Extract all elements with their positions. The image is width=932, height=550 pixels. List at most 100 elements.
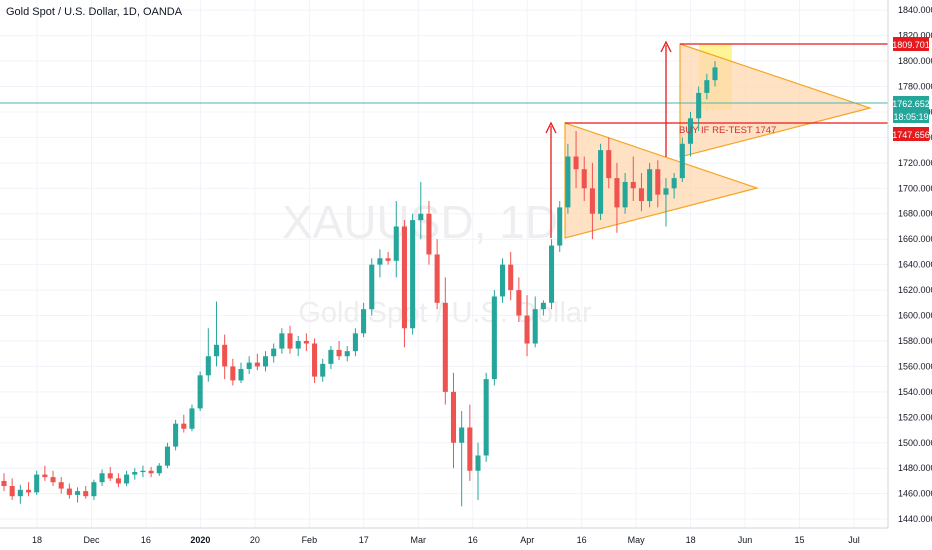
- candle-body[interactable]: [320, 363, 326, 377]
- candle-body[interactable]: [516, 290, 522, 316]
- candle-body[interactable]: [361, 309, 367, 334]
- triangle-pattern-2[interactable]: [679, 43, 873, 158]
- time-axis[interactable]: 18 Dec 16 2020 20 Feb 17 Mar 16 Apr 16 May 18 Jun 15 Ju…: [32, 535, 860, 545]
- candle-body[interactable]: [279, 333, 285, 349]
- candle-body[interactable]: [140, 470, 146, 473]
- candle-body[interactable]: [622, 181, 628, 208]
- candle-body[interactable]: [589, 188, 595, 214]
- candle-body[interactable]: [499, 264, 506, 297]
- candle-body[interactable]: [369, 264, 375, 310]
- candle-body[interactable]: [107, 473, 113, 479]
- candle-body[interactable]: [459, 427, 465, 443]
- candle-body[interactable]: [581, 169, 587, 189]
- candle-body[interactable]: [75, 491, 81, 495]
- candle-body[interactable]: [679, 143, 685, 179]
- candle-body[interactable]: [222, 344, 228, 367]
- candle-body[interactable]: [508, 264, 514, 291]
- candle-body[interactable]: [442, 302, 448, 392]
- candles: [1, 61, 718, 507]
- time-tick-label: 2020: [190, 535, 210, 545]
- candle-body[interactable]: [189, 408, 195, 429]
- candle-body[interactable]: [173, 423, 179, 447]
- candle-body[interactable]: [426, 213, 432, 255]
- price-axis[interactable]: 1440.000 1460.000 1480.000 1500.000 1520.000…: [898, 5, 932, 524]
- candle-body[interactable]: [549, 245, 555, 303]
- candle-body[interactable]: [614, 178, 620, 208]
- candle-body[interactable]: [401, 226, 407, 329]
- candle-body[interactable]: [491, 296, 497, 380]
- candle-body[interactable]: [164, 446, 170, 466]
- candle-body[interactable]: [328, 349, 334, 364]
- candle-body[interactable]: [393, 226, 399, 261]
- candle-body[interactable]: [115, 478, 121, 484]
- candle-body[interactable]: [303, 340, 309, 344]
- candle-body[interactable]: [262, 356, 269, 367]
- candle-body[interactable]: [434, 254, 440, 303]
- candle-body[interactable]: [418, 213, 424, 221]
- candle-body[interactable]: [540, 302, 546, 310]
- candle-body[interactable]: [246, 362, 252, 369]
- candle-body[interactable]: [696, 92, 702, 119]
- candle-body[interactable]: [181, 423, 187, 429]
- candle-body[interactable]: [344, 351, 350, 357]
- candle-body[interactable]: [156, 465, 162, 474]
- candle-body[interactable]: [532, 309, 538, 344]
- candle-body[interactable]: [295, 340, 301, 349]
- candle-body[interactable]: [287, 333, 293, 349]
- candle-body[interactable]: [606, 150, 612, 179]
- candle-body[interactable]: [197, 375, 203, 409]
- triangle-pattern-1[interactable]: [564, 122, 760, 239]
- retest-price-text: 1747.656: [892, 130, 930, 140]
- candle-body[interactable]: [352, 333, 358, 352]
- candle-body[interactable]: [655, 169, 661, 195]
- candle-body[interactable]: [148, 470, 154, 474]
- candle-body[interactable]: [671, 178, 677, 189]
- candle-body[interactable]: [254, 362, 260, 367]
- candle-body[interactable]: [42, 474, 48, 478]
- candle-body[interactable]: [573, 156, 579, 170]
- candle-body[interactable]: [450, 391, 457, 443]
- candle-body[interactable]: [647, 169, 653, 202]
- candle-body[interactable]: [213, 344, 220, 357]
- candle-body[interactable]: [205, 356, 211, 376]
- candle-body[interactable]: [91, 482, 97, 497]
- time-tick-label: 17: [359, 535, 369, 545]
- candle-body[interactable]: [377, 258, 383, 265]
- candle-body[interactable]: [25, 489, 32, 493]
- candle-body[interactable]: [1, 480, 7, 487]
- candle-body[interactable]: [598, 150, 604, 214]
- candle-body[interactable]: [17, 489, 23, 497]
- candle-body[interactable]: [99, 473, 105, 483]
- candle-body[interactable]: [483, 379, 489, 456]
- candle-body[interactable]: [524, 315, 530, 344]
- current-price-label: [893, 96, 929, 110]
- candle-body[interactable]: [271, 348, 277, 357]
- candle-body[interactable]: [34, 474, 40, 493]
- candle-body[interactable]: [238, 368, 244, 381]
- candle-body[interactable]: [663, 188, 669, 195]
- time-tick-label: 20: [250, 535, 260, 545]
- candle-body[interactable]: [50, 477, 56, 483]
- candle-body[interactable]: [557, 207, 563, 246]
- candle-body[interactable]: [475, 455, 481, 471]
- price-tick-label: 1780.000: [898, 82, 932, 92]
- candle-body[interactable]: [124, 474, 130, 484]
- candle-body[interactable]: [132, 472, 138, 475]
- candle-body[interactable]: [58, 482, 64, 489]
- candle-body[interactable]: [9, 486, 15, 497]
- candle-body[interactable]: [230, 366, 236, 381]
- candle-body[interactable]: [704, 80, 710, 93]
- candle-body[interactable]: [630, 181, 636, 189]
- candle-body[interactable]: [312, 343, 318, 377]
- candle-body[interactable]: [83, 491, 89, 497]
- candle-body[interactable]: [336, 349, 342, 357]
- candle-body[interactable]: [467, 427, 473, 471]
- candle-body[interactable]: [687, 118, 694, 144]
- candle-body[interactable]: [385, 258, 391, 261]
- candle-body[interactable]: [712, 67, 718, 81]
- candle-body[interactable]: [565, 156, 571, 208]
- candle-body[interactable]: [638, 188, 644, 202]
- candle-body[interactable]: [410, 220, 416, 329]
- candle-body[interactable]: [66, 488, 72, 495]
